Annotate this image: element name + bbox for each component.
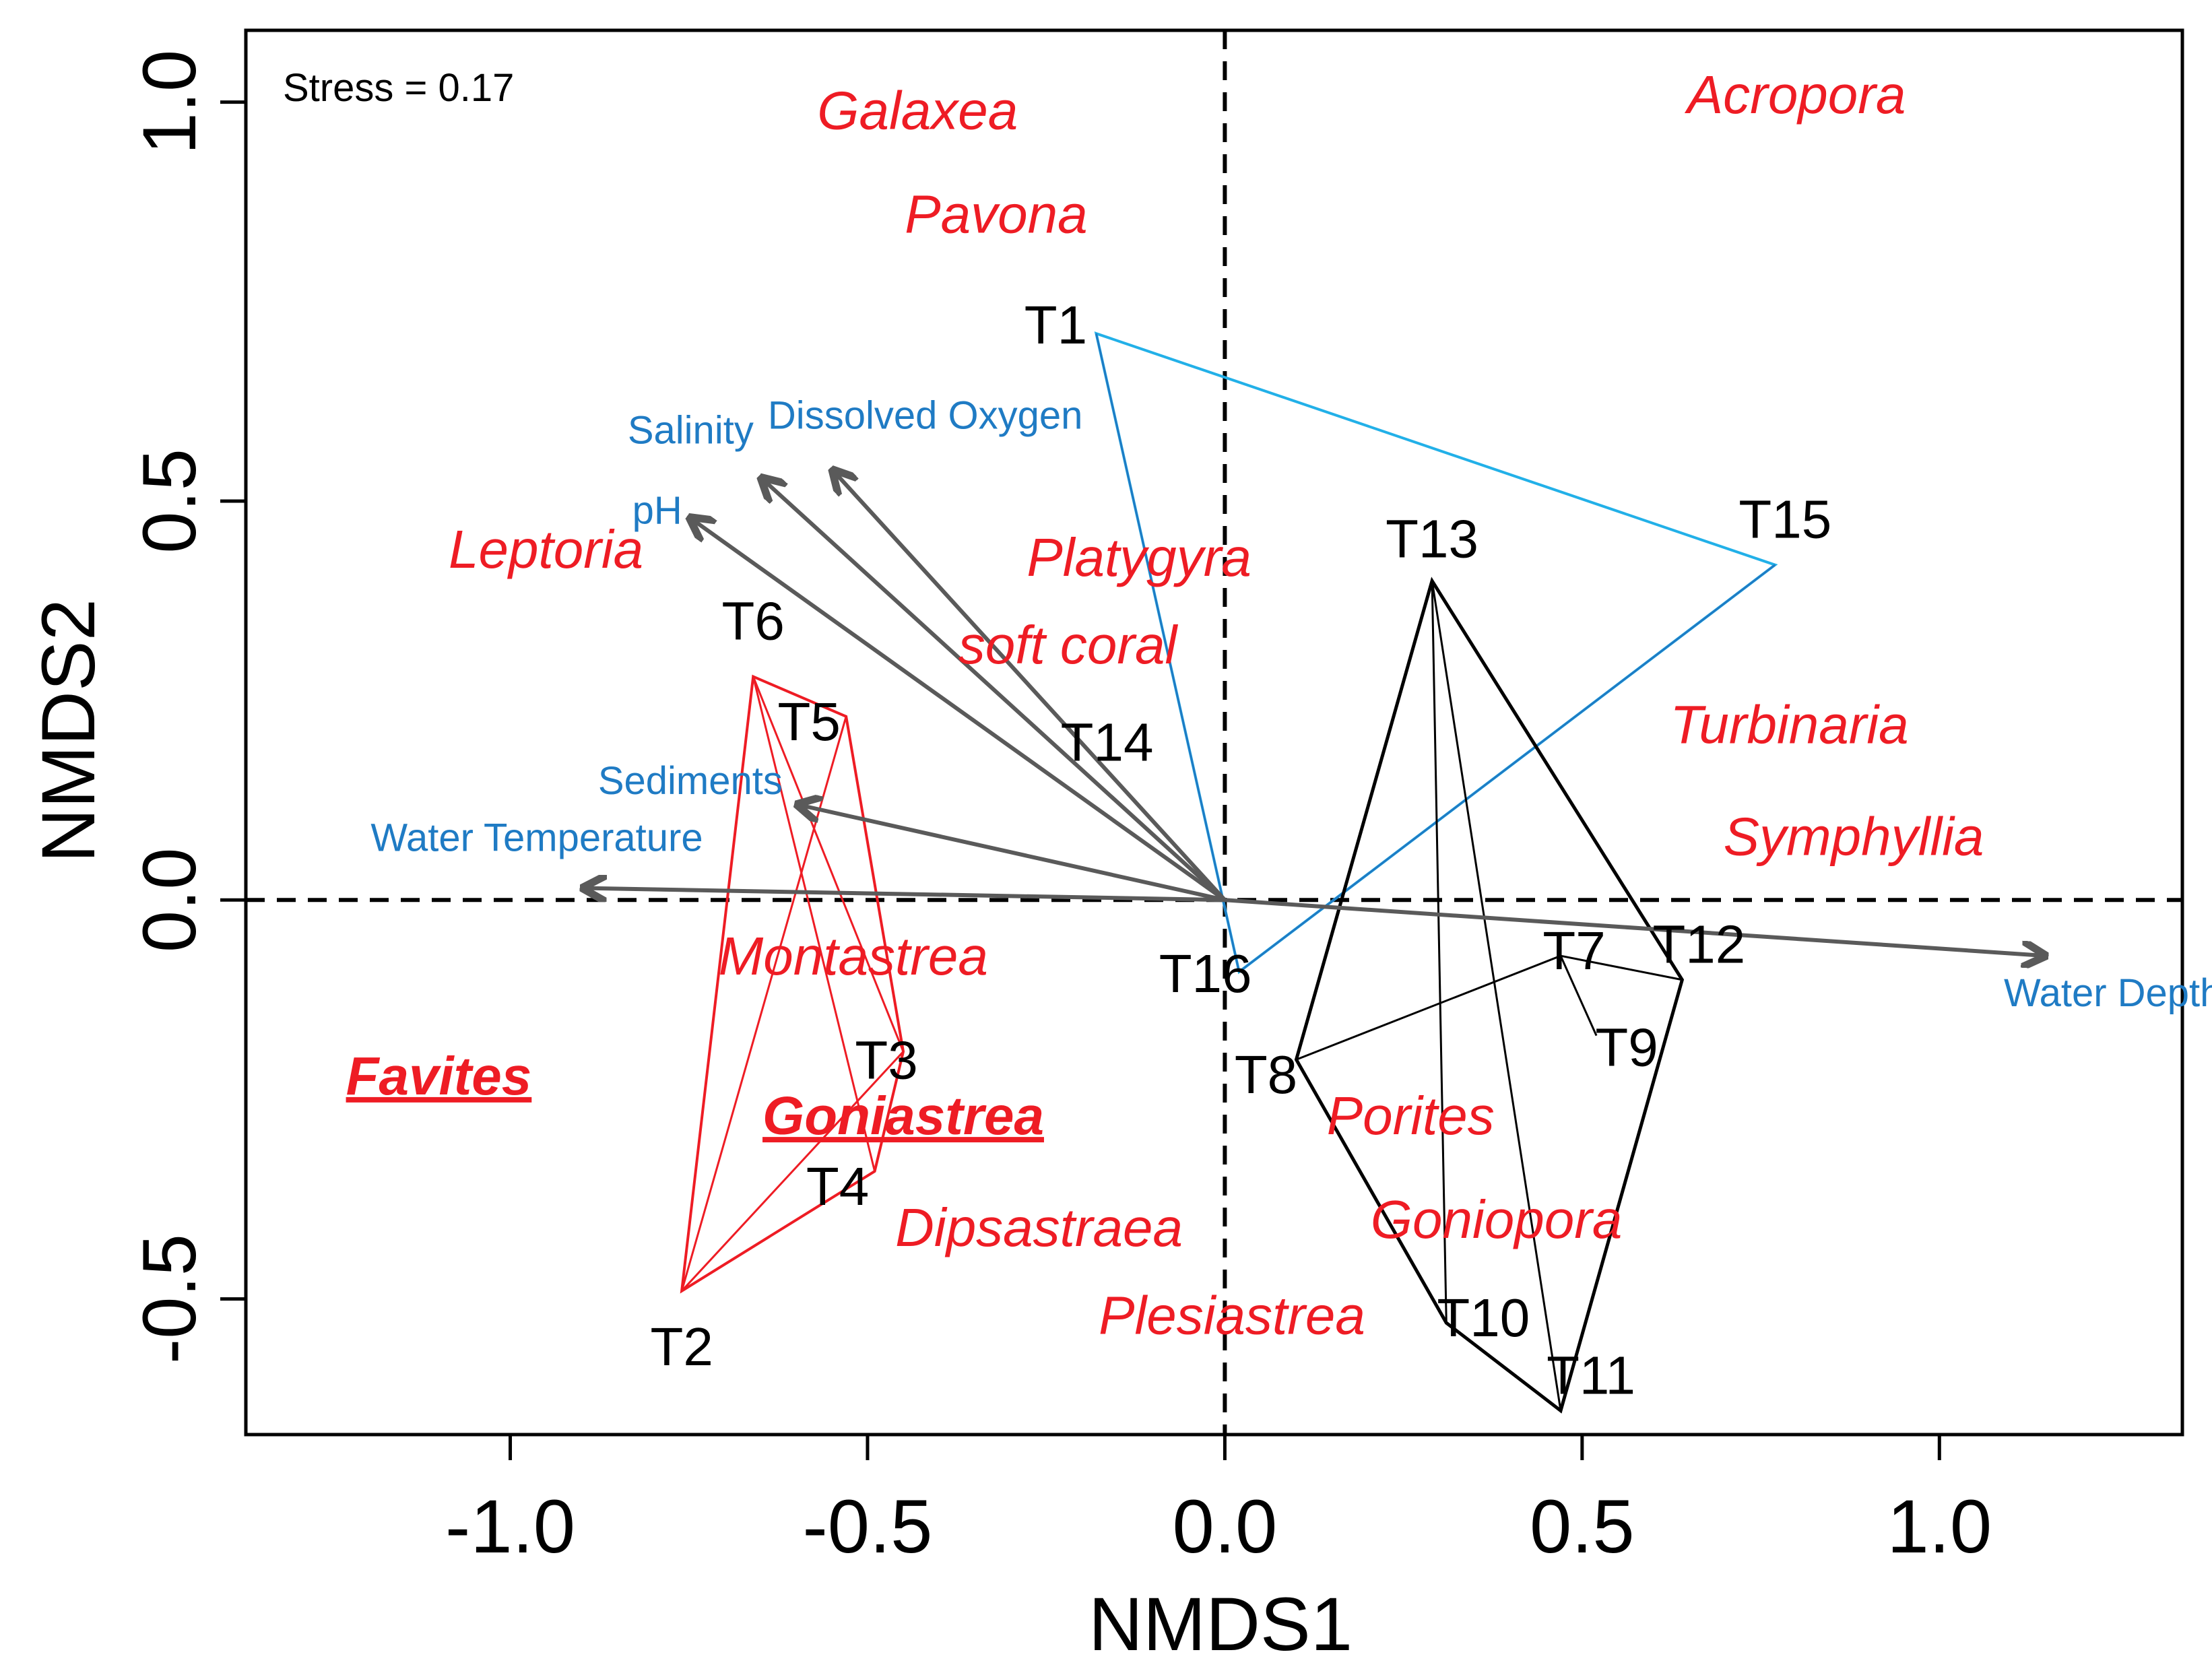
group-hulls [680, 331, 1778, 1414]
hull-red-inner-line [752, 676, 905, 1052]
env-label: Salinity [628, 408, 754, 452]
env-label: pH [632, 489, 682, 533]
env-arrow [796, 804, 1226, 903]
axes-layer: -1.0 -0.5 0.0 0.5 1.0 -0.5 0.0 0.5 1.0 [127, 28, 2184, 1569]
hull-black-inner-line [1559, 955, 1598, 1037]
hull-cyan-inner-line [1095, 333, 1241, 973]
point-labels: Salinity pH Dissolved Oxygen Sediments Water… [346, 65, 2212, 1406]
hull-black-inner-line [1431, 581, 1447, 1323]
y-tick-label: 0.0 [127, 847, 212, 952]
genus-label: Acropora [1685, 65, 1906, 125]
env-vectors [582, 469, 2047, 956]
site-label: T10 [1437, 1288, 1530, 1348]
site-label: T8 [1235, 1045, 1297, 1105]
x-tick-label: 0.5 [1530, 1484, 1635, 1569]
hull-black-inner-line [1560, 954, 1683, 981]
site-label: T1 [1024, 295, 1087, 355]
env-arrow [582, 888, 1225, 903]
site-label: T16 [1159, 944, 1252, 1004]
site-label: T7 [1542, 921, 1605, 981]
hull-red [680, 674, 905, 1294]
env-label: Sediments [598, 759, 783, 803]
x-tick-label: -0.5 [802, 1484, 932, 1569]
site-label: T6 [722, 591, 785, 651]
genus-label: Favites [346, 1046, 532, 1106]
genus-label: Plesiastrea [1099, 1285, 1365, 1345]
site-label: T13 [1386, 509, 1478, 568]
genus-label: Goniastrea [762, 1086, 1044, 1146]
site-label: T11 [1547, 1345, 1635, 1405]
site-label: T15 [1738, 490, 1831, 550]
hull-cyan-inner-line [1238, 564, 1776, 973]
site-label: T3 [855, 1030, 917, 1090]
y-tick-label: 0.5 [127, 449, 212, 554]
y-tick-label: 1.0 [127, 50, 212, 155]
env-label: Water Temperature [370, 816, 703, 860]
genus-label: soft coral [958, 615, 1179, 675]
site-label: T5 [777, 692, 840, 752]
genus-label: Turbinaria [1670, 695, 1908, 755]
hull-red-inner-line [681, 1051, 905, 1292]
env-arrow [760, 477, 1227, 902]
y-axis-title: NMDS2 [26, 599, 110, 863]
env-arrow [1225, 898, 2046, 956]
hull-black [1294, 577, 1685, 1414]
genus-label: Platygyra [1027, 527, 1251, 587]
x-axis-title: NMDS1 [1088, 1582, 1353, 1666]
site-label: T12 [1652, 915, 1745, 975]
hull-red-inner-line [681, 1170, 876, 1292]
site-label: T4 [806, 1156, 869, 1216]
genus-label: Goniopora [1371, 1189, 1623, 1249]
hull-red-inner-line [752, 676, 876, 1172]
stress-annotation: Stress = 0.17 [283, 66, 514, 110]
genus-label: Porites [1327, 1086, 1495, 1146]
x-tick-label: -1.0 [445, 1484, 575, 1569]
env-label: Water Depth [2004, 971, 2212, 1015]
hull-black-inner-line [1295, 954, 1561, 1061]
site-label: T9 [1595, 1018, 1658, 1078]
env-label: Dissolved Oxygen [768, 394, 1082, 438]
genus-label: Leptoria [449, 519, 643, 579]
genus-label: Dipsastraea [895, 1198, 1183, 1257]
site-label: T14 [1061, 712, 1154, 772]
genus-label: Pavona [905, 184, 1087, 244]
site-label: T2 [650, 1317, 713, 1377]
y-tick-label: -0.5 [127, 1234, 212, 1364]
plot-frame [244, 28, 2184, 1437]
x-tick-label: 1.0 [1887, 1484, 1992, 1569]
genus-label: Galaxea [817, 80, 1018, 140]
env-arrow [689, 517, 1227, 902]
x-tick-label: 0.0 [1173, 1484, 1278, 1569]
genus-label: Montastrea [719, 926, 988, 986]
hull-black-inner-line [1431, 581, 1562, 1411]
env-arrow [832, 469, 1227, 902]
genus-label: Symphyllia [1724, 807, 1984, 867]
